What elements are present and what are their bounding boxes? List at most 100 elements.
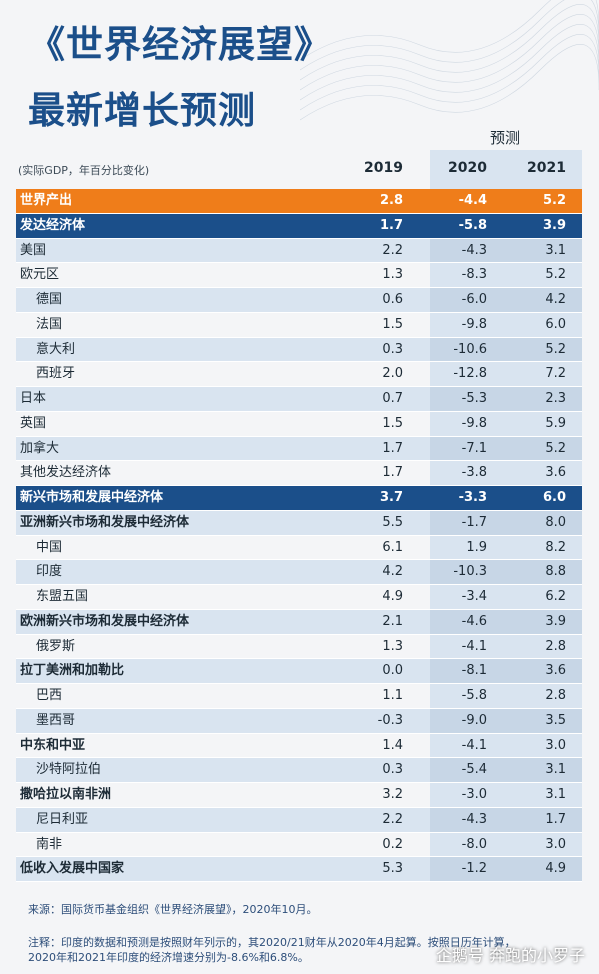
value-cell-2021: 1.7 [545,811,566,827]
value-cell-2020: -3.4 [461,589,487,604]
value-cell-2020: -9.8 [461,415,487,431]
row-label: 南非 [36,836,63,852]
value-cell-2019: 4.2 [382,564,403,580]
value-cell-2019: 1.7 [382,465,403,481]
row-label: 撒哈拉以南非洲 [20,787,112,802]
row-label: 低收入发展中国家 [20,861,125,877]
value-cell-2021: 2.8 [545,638,566,654]
table-header: (实际GDP，年百分比变化) 2019 2020 2021 [16,160,582,182]
value-cell-2021: 8.0 [545,514,566,530]
value-cell-2021: 6.0 [545,316,566,332]
row-label: 沙特阿拉伯 [36,762,102,778]
value-cell-2021: 5.2 [545,267,566,283]
row-label: 巴西 [36,688,63,703]
table-row: 墨西哥 -0.3 -9.0 3.5 [16,708,582,734]
value-cell-2020: -4.6 [461,613,487,629]
value-cell-2020: -9.0 [461,712,487,728]
footnote-line1: 注释：印度的数据和预测是按照财年列示的，其2020/21财年从2020年4月起算… [28,936,516,949]
row-label: 世界产出 [20,193,73,208]
row-label: 墨西哥 [36,712,76,728]
value-cell-2020: -8.1 [461,663,487,679]
table-row: 东盟五国 4.9 -3.4 6.2 [16,585,582,610]
value-cell-2019: -0.3 [377,712,403,728]
value-cell-2021: 2.3 [545,391,566,406]
value-cell-2020: -3.0 [461,787,487,802]
table-row: 德国 0.6 -6.0 4.2 [16,288,582,313]
value-cell-2019: 2.2 [382,242,403,258]
value-cell-2021: 3.5 [545,712,566,728]
row-label: 东盟五国 [36,589,89,604]
table-row: 加拿大 1.7 -7.1 5.2 [16,436,582,462]
value-cell-2020: -4.3 [461,811,487,827]
value-cell-2019: 1.7 [379,217,403,233]
value-cell-2019: 0.3 [382,762,403,778]
decorative-wave-graphic [300,0,599,121]
table-row: 英国 1.5 -9.8 5.9 [16,411,582,437]
table-row: 新兴市场和发展中经济体 3.7 -3.3 6.0 [16,486,582,511]
row-label: 俄罗斯 [36,638,76,654]
table-row: 世界产出 2.8 -4.4 5.2 [16,189,582,214]
value-cell-2021: 3.6 [545,663,566,679]
table-row: 西班牙 2.0 -12.8 7.2 [16,362,582,387]
value-cell-2021: 8.2 [545,539,566,555]
value-cell-2020: -5.8 [461,688,487,703]
value-cell-2021: 5.2 [542,193,566,208]
row-label: 美国 [20,242,47,258]
value-cell-2021: 4.2 [545,292,566,307]
row-label: 欧洲新兴市场和发展中经济体 [20,613,190,629]
value-cell-2020: -6.0 [461,292,487,307]
value-cell-2021: 7.2 [545,366,566,382]
value-cell-2019: 1.5 [382,316,403,332]
row-label: 西班牙 [36,366,76,382]
row-label: 拉丁美洲和加勒比 [20,663,125,679]
value-cell-2021: 5.9 [545,415,566,431]
value-cell-2020: -4.3 [461,242,487,258]
table-row: 尼日利亚 2.2 -4.3 1.7 [16,807,582,833]
value-cell-2020: -10.3 [453,564,487,580]
value-cell-2020: -4.1 [461,737,487,753]
value-cell-2020: -8.0 [461,836,487,852]
table-row: 亚洲新兴市场和发展中经济体 5.5 -1.7 8.0 [16,510,582,536]
value-cell-2021: 5.2 [545,341,566,357]
value-cell-2019: 3.2 [382,787,403,802]
value-cell-2019: 4.9 [382,589,403,604]
growth-table: 世界产出 2.8 -4.4 5.2 发达经济体 1.7 -5.8 3.9 美国 2.2 -4.3 3.… [16,189,582,882]
value-cell-2021: 3.0 [545,737,566,753]
row-label: 亚洲新兴市场和发展中经济体 [20,514,190,530]
value-cell-2019: 1.4 [382,737,403,753]
source-note: 来源：国际货币基金组织《世界经济展望》，2020年10月。 [28,903,318,916]
value-cell-2020: -10.6 [453,341,487,357]
table-row: 欧洲新兴市场和发展中经济体 2.1 -4.6 3.9 [16,609,582,635]
value-cell-2020: -3.8 [461,465,487,481]
value-cell-2021: 3.9 [545,613,566,629]
year-header-2021: 2021 [527,160,566,176]
value-cell-2021: 3.1 [545,762,566,778]
row-label: 中东和中亚 [20,737,86,753]
row-label: 发达经济体 [20,217,86,233]
table-row: 撒哈拉以南非洲 3.2 -3.0 3.1 [16,783,582,808]
unit-note: (实际GDP，年百分比变化) [18,164,150,177]
row-label: 欧元区 [20,267,60,283]
value-cell-2019: 2.0 [382,366,403,382]
row-label: 英国 [20,415,47,431]
year-header-2019: 2019 [364,160,403,176]
value-cell-2019: 1.3 [382,638,403,654]
table-row: 法国 1.5 -9.8 6.0 [16,312,582,338]
value-cell-2020: -5.8 [458,217,487,233]
value-cell-2021: 3.6 [545,465,566,481]
page-title-line2: 最新增长预测 [28,89,256,132]
value-cell-2021: 4.9 [545,861,566,877]
value-cell-2019: 5.5 [382,514,403,530]
table-row: 沙特阿拉伯 0.3 -5.4 3.1 [16,758,582,783]
value-cell-2019: 1.7 [382,440,403,456]
value-cell-2020: -1.2 [461,861,487,877]
table-row: 拉丁美洲和加勒比 0.0 -8.1 3.6 [16,659,582,684]
value-cell-2020: -3.3 [458,490,487,505]
value-cell-2020: -1.7 [461,514,487,530]
value-cell-2019: 2.2 [382,811,403,827]
row-label: 法国 [36,316,63,332]
table-row: 意大利 0.3 -10.6 5.2 [16,337,582,363]
value-cell-2019: 0.7 [382,391,403,406]
table-row: 中国 6.1 1.9 8.2 [16,535,582,561]
value-cell-2019: 1.5 [382,415,403,431]
